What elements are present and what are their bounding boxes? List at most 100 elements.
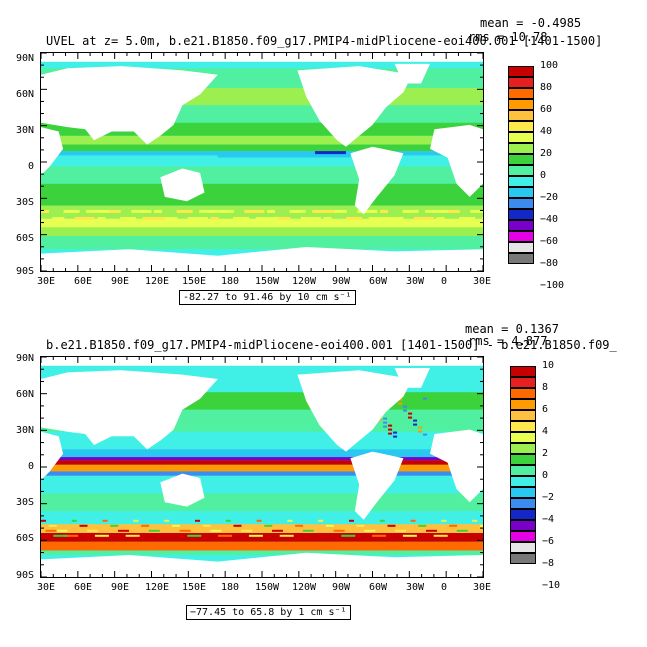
current-streak [165, 216, 178, 220]
current-streak [255, 216, 280, 220]
landmass-samerica [350, 451, 404, 520]
colorbar-swatch [508, 77, 534, 88]
colorbar-swatch [508, 66, 534, 77]
current-streak [120, 216, 137, 220]
current-streak [310, 534, 325, 537]
current-streak [52, 216, 65, 220]
colorbar-swatch [508, 154, 534, 165]
current-streak [346, 216, 363, 220]
current-streak [423, 433, 428, 436]
current-streak [279, 534, 294, 537]
colorbar-swatch [510, 366, 536, 377]
colorbar-swatch [508, 121, 534, 132]
current-streak [218, 534, 233, 537]
colorbar-swatch [508, 220, 534, 231]
lon-label: 90E [110, 276, 130, 287]
colorbar-swatch [510, 388, 536, 399]
colorbar-label: −2 [542, 492, 555, 503]
lat-label: 90N [15, 53, 34, 64]
colorbar-swatch [508, 176, 534, 187]
current-streak [387, 524, 396, 527]
current-streak [264, 524, 273, 527]
current-streak [433, 534, 448, 537]
colorbar-label: 20 [540, 148, 553, 159]
colorbar-label: 100 [540, 60, 559, 71]
ocean-band [41, 236, 483, 250]
current-streak [402, 209, 419, 213]
lon-label: 90W [331, 582, 351, 593]
current-streak [302, 529, 314, 532]
current-streak [418, 426, 423, 429]
axis-ticks [41, 53, 483, 271]
colorbar-swatch [508, 88, 534, 99]
current-streak [156, 534, 171, 537]
current-streak [333, 529, 345, 532]
lon-label: 0 [440, 582, 448, 593]
current-streak [278, 216, 291, 220]
ocean-band [41, 464, 483, 472]
map-plot [40, 356, 484, 578]
lat-label: 0 [27, 161, 34, 172]
lon-label: 150W [254, 582, 280, 593]
colorbar-swatch [508, 242, 534, 253]
contour-info-box: -82.27 to 91.46 by 10 cm s⁻¹ [179, 290, 356, 305]
current-streak [86, 209, 111, 213]
current-streak [318, 519, 324, 522]
current-streak [41, 519, 46, 522]
current-streak [248, 534, 263, 537]
current-streak [133, 519, 139, 522]
lon-label: 30E [36, 276, 56, 287]
lat-label: 60S [15, 233, 34, 244]
current-streak [325, 524, 334, 527]
current-streak [48, 524, 57, 527]
ocean-band [41, 449, 483, 458]
current-streak [447, 209, 460, 213]
colorbar-swatch [510, 520, 536, 531]
current-streak [187, 534, 202, 537]
current-streak [413, 419, 418, 422]
current-streak [372, 534, 387, 537]
landmass-antarctica [41, 552, 483, 577]
current-streak [383, 425, 388, 428]
panel-title: b.e21.B1850.f09_g17.PMIP4-midPliocene-eo… [46, 338, 617, 352]
lat-label: 60S [15, 533, 34, 544]
lon-label: 120E [144, 276, 170, 287]
current-streak [300, 216, 321, 220]
colorbar-swatch [508, 231, 534, 242]
current-streak [148, 529, 160, 532]
lon-label: 120E [144, 582, 170, 593]
colorbar-label: 4 [542, 426, 549, 437]
current-streak [241, 529, 253, 532]
current-streak [383, 417, 388, 420]
colorbar-swatch [510, 553, 536, 564]
colorbar-label: −20 [540, 192, 559, 203]
current-streak [272, 529, 283, 532]
colorbar-label: −8 [542, 558, 555, 569]
current-streak [349, 519, 354, 522]
landmass-australia [160, 168, 205, 202]
colorbar-label: −10 [542, 580, 561, 591]
lat-label: 30N [15, 425, 34, 436]
current-streak [267, 209, 275, 213]
colorbar-label: −100 [540, 280, 565, 291]
colorbar-label: 0 [540, 170, 547, 181]
panel-title: UVEL at z= 5.0m, b.e21.B1850.f09_g17.PMI… [46, 34, 603, 48]
current-streak [393, 431, 398, 434]
colorbar-swatch [510, 476, 536, 487]
landmass-eurasia [41, 66, 218, 145]
current-streak [233, 524, 242, 527]
lat-label: 90S [15, 266, 34, 277]
lon-label: 30E [472, 276, 492, 287]
current-streak [210, 529, 222, 532]
current-streak [456, 529, 468, 532]
current-streak [380, 209, 388, 213]
landmass-africa_left [41, 127, 64, 176]
current-streak [64, 534, 79, 537]
ocean-band [41, 218, 483, 228]
colorbar-label: 0 [542, 470, 549, 481]
current-streak [383, 421, 388, 424]
current-streak [210, 216, 219, 220]
current-streak [481, 216, 483, 220]
lon-label: 120W [291, 582, 317, 593]
current-streak [398, 402, 403, 405]
